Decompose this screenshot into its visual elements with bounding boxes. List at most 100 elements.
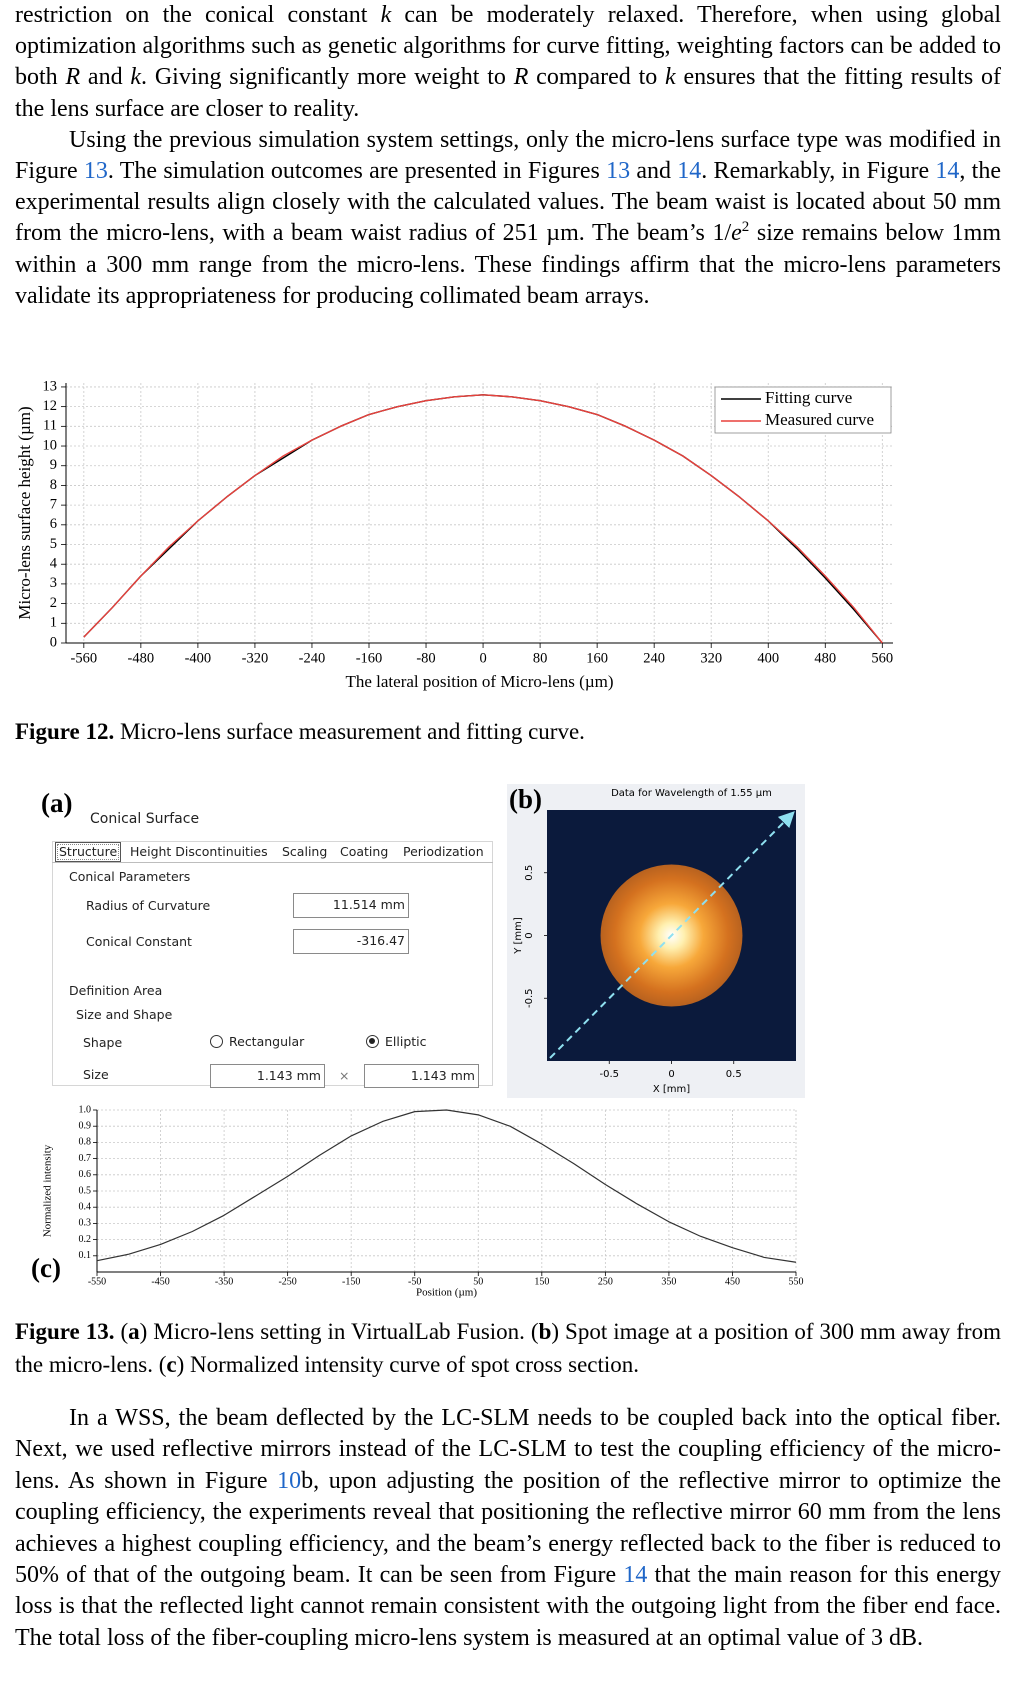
y-tick-label: 2 — [50, 595, 57, 611]
y-tick-label: -0.5 — [524, 988, 535, 1008]
link[interactable]: 13 — [606, 158, 631, 185]
legend-label: Fitting curve — [765, 388, 852, 407]
paragraph: Using the previous simulation system set… — [15, 125, 1001, 312]
link[interactable]: 14 — [677, 158, 702, 185]
x-tick-label: -160 — [356, 650, 383, 666]
run: . Remarkably, in Figure — [701, 158, 936, 185]
run: k — [130, 64, 142, 91]
field-input[interactable]: 11.514 mm — [293, 893, 409, 918]
tab[interactable]: Coating — [340, 844, 389, 859]
radio-button[interactable] — [210, 1035, 223, 1048]
y-tick-label: 0.8 — [79, 1137, 92, 1148]
run: restriction on the conical constant — [15, 2, 381, 28]
x-tick-label: 550 — [789, 1276, 804, 1287]
x-tick-label: -250 — [278, 1276, 296, 1287]
caption-label: Figure 13. — [15, 1319, 115, 1344]
y-tick-label: 0.1 — [79, 1250, 92, 1261]
y-tick-label: 0.9 — [79, 1120, 92, 1131]
x-tick-label: -350 — [215, 1276, 233, 1287]
field-label: Size — [83, 1067, 109, 1082]
link[interactable]: 14 — [935, 158, 960, 185]
group-heading: Definition Area — [69, 983, 163, 998]
run: . The simulation outcomes are presented … — [107, 158, 607, 185]
figure-13b-chart: -0.5 0 0.5 -0.5 0 0.5 X [mm] Y [mm] Data for Wav… — [507, 784, 805, 1098]
caption-label: Figure 12. — [15, 719, 115, 744]
run: that the main reason for this energy los… — [15, 1562, 1001, 1651]
x-tick-label: 400 — [757, 650, 779, 666]
data-line — [83, 394, 883, 644]
tab[interactable]: Scaling — [282, 844, 328, 859]
tab[interactable]: Structure — [55, 842, 122, 862]
paragraph: restriction on the conical constant k ca… — [15, 0, 1001, 125]
x-tick-label: 480 — [814, 650, 836, 666]
y-tick-label: 4 — [50, 556, 58, 572]
caption-text: c — [166, 1352, 177, 1378]
y-axis-title: Y [mm] — [513, 917, 524, 955]
y-tick-label: 6 — [50, 516, 57, 532]
field-input[interactable]: -316.47 — [293, 929, 409, 954]
link[interactable]: 14 — [623, 1562, 648, 1589]
field-input[interactable]: 1.143 mm — [210, 1064, 325, 1088]
x-tick-label: 50 — [473, 1276, 483, 1287]
y-axis-title: Micro-lens surface height (µm) — [15, 406, 34, 619]
y-tick-label: 0.4 — [79, 1201, 92, 1212]
group-subheading: Size and Shape — [76, 1007, 173, 1022]
link[interactable]: 10 — [277, 1467, 302, 1494]
x-tick-label: -50 — [408, 1276, 421, 1287]
y-tick-label: 13 — [43, 380, 58, 394]
y-tick-label: 8 — [50, 477, 57, 493]
figure-13c-chart: -550 -450 -350 -250 -150 -50 50 150 250 350 450 550… — [31, 1104, 804, 1299]
radio-label[interactable]: Rectangular — [229, 1034, 305, 1049]
y-tick-label: 12 — [43, 398, 58, 414]
x-tick-label: 320 — [700, 650, 722, 666]
tab[interactable]: Periodization — [403, 844, 484, 859]
y-tick-label: 9 — [50, 457, 57, 473]
x-tick-label: -400 — [185, 650, 212, 666]
x-tick-label: -80 — [416, 650, 435, 666]
x-tick-label: -150 — [342, 1276, 360, 1287]
run: and — [80, 64, 131, 91]
legend-box — [714, 386, 892, 434]
caption-text: ) Normalized intensity curve of spot cro… — [176, 1352, 640, 1378]
panel-label: (b) — [509, 784, 542, 814]
radio-label[interactable]: Elliptic — [385, 1034, 427, 1049]
chart-title: Data for Wavelength of 1.55 µm — [611, 788, 772, 799]
link[interactable]: 13 — [83, 158, 108, 185]
caption-text: ) Spot image at a position of 300 mm awa… — [15, 1319, 1001, 1378]
y-tick-label: 1 — [50, 615, 57, 631]
caption-text: ) Micro-lens setting in VirtualLab Fusio… — [139, 1319, 539, 1344]
y-tick-label: 0.3 — [79, 1218, 92, 1229]
field-input[interactable]: 1.143 mm — [364, 1064, 479, 1088]
radio-button-selected[interactable] — [366, 1035, 379, 1048]
x-tick-label: 160 — [586, 650, 608, 666]
run: b, upon adjusting the position of the re… — [15, 1467, 1001, 1589]
panel-label: (a) — [41, 788, 73, 818]
x-tick-label: 150 — [534, 1276, 549, 1287]
text-after: In a WSS, the beam deflected by the LC-S… — [15, 1403, 1001, 1654]
figure-12-chart: -560 -480 -400 -320 -240 -160 -80 0 80 160 240 320 4… — [15, 380, 893, 691]
x-tick-label: 250 — [598, 1276, 613, 1287]
run: can be moderately relaxed. Therefore, wh… — [15, 2, 1001, 91]
panel-title: Conical Surface — [90, 811, 200, 827]
superscript: 2 — [741, 219, 750, 236]
x-tick-label: -480 — [128, 650, 155, 666]
x-tick-label: 0 — [668, 1069, 674, 1080]
x-axis-title: Position (µm) — [416, 1287, 477, 1299]
y-axis-title: Normalized intensity — [42, 1144, 54, 1237]
x-tick-label: 450 — [725, 1276, 740, 1287]
field-label: Conical Constant — [86, 934, 192, 949]
caption-text: ( — [114, 1319, 129, 1344]
y-tick-label: 3 — [50, 575, 57, 591]
size-separator: × — [339, 1068, 350, 1083]
x-tick-label: 560 — [871, 650, 893, 666]
y-tick-label: 0 — [50, 634, 57, 650]
x-axis-title: The lateral position of Micro-lens (µm) — [345, 672, 613, 691]
run: , the experimental results align closely… — [15, 158, 1001, 247]
y-tick-label: 11 — [43, 418, 57, 434]
x-tick-label: -320 — [242, 650, 269, 666]
caption-text: b — [538, 1319, 552, 1344]
x-tick-label: -550 — [88, 1276, 106, 1287]
tab[interactable]: Height Discontinuities — [130, 844, 268, 859]
x-tick-label: -450 — [151, 1276, 169, 1287]
